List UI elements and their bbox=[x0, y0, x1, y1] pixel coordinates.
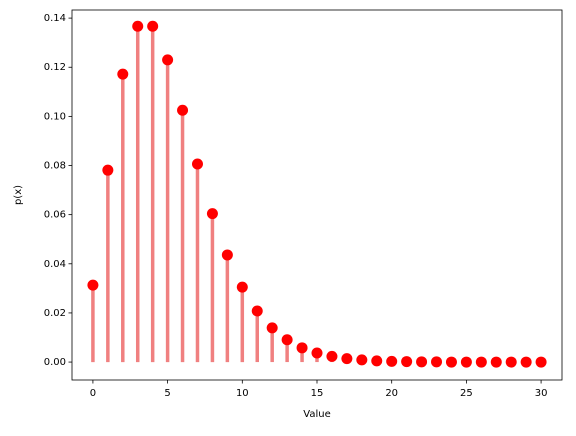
marker bbox=[475, 356, 487, 368]
marker bbox=[505, 356, 517, 368]
marker bbox=[401, 356, 413, 368]
y-tick-label: 0.12 bbox=[44, 62, 66, 73]
marker bbox=[535, 356, 547, 368]
marker bbox=[236, 281, 248, 293]
y-tick-label: 0.06 bbox=[44, 210, 66, 221]
x-tick-label: 5 bbox=[164, 388, 170, 399]
y-tick-label: 0.08 bbox=[44, 161, 66, 172]
marker bbox=[445, 356, 457, 368]
marker bbox=[132, 20, 144, 32]
marker bbox=[281, 334, 293, 346]
marker bbox=[341, 353, 353, 365]
y-tick-label: 0.02 bbox=[44, 308, 66, 319]
x-tick-label: 30 bbox=[535, 388, 548, 399]
marker bbox=[177, 104, 189, 116]
y-tick-label: 0.00 bbox=[44, 357, 66, 368]
marker bbox=[206, 208, 218, 220]
marker bbox=[460, 356, 472, 368]
x-tick-label: 15 bbox=[311, 388, 324, 399]
marker bbox=[191, 158, 203, 170]
marker bbox=[490, 356, 502, 368]
marker bbox=[416, 356, 428, 368]
x-tick-label: 25 bbox=[460, 388, 473, 399]
marker bbox=[520, 356, 532, 368]
y-tick-label: 0.04 bbox=[44, 259, 66, 270]
x-axis-label: Value bbox=[303, 409, 330, 420]
x-tick-label: 20 bbox=[385, 388, 398, 399]
marker bbox=[296, 342, 308, 354]
x-tick-label: 10 bbox=[236, 388, 249, 399]
axes-frame bbox=[71, 9, 563, 381]
marker bbox=[251, 305, 263, 317]
y-axis-label: p(x) bbox=[13, 185, 24, 205]
marker bbox=[102, 164, 114, 176]
x-tick-label: 0 bbox=[90, 388, 96, 399]
marker bbox=[221, 249, 233, 261]
marker bbox=[311, 347, 323, 359]
marker bbox=[87, 279, 99, 291]
marker bbox=[326, 350, 338, 362]
marker bbox=[371, 355, 383, 367]
marker bbox=[162, 54, 174, 66]
marker bbox=[117, 68, 129, 80]
marker bbox=[266, 322, 278, 334]
marker bbox=[386, 355, 398, 367]
marker bbox=[356, 354, 368, 366]
marker bbox=[147, 20, 159, 32]
y-tick-label: 0.14 bbox=[44, 13, 66, 24]
y-tick-label: 0.10 bbox=[44, 111, 66, 122]
marker bbox=[431, 356, 443, 368]
